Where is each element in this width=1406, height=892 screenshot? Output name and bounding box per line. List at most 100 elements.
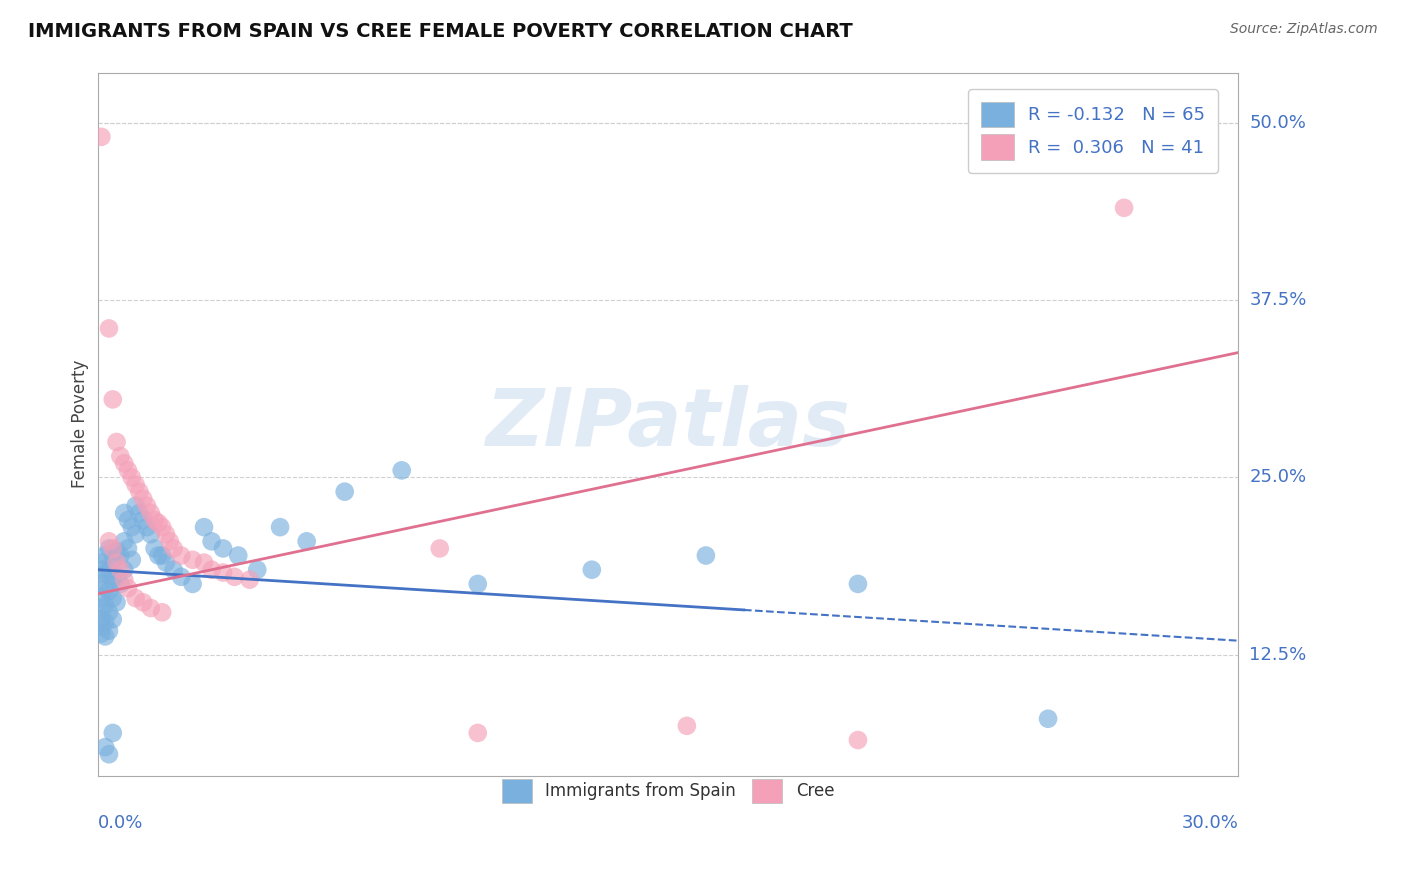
- Point: [150, 549, 173, 563]
- Point: [246, 563, 269, 577]
- Point: [90, 612, 112, 626]
- Point: [98, 541, 121, 556]
- Point: [105, 556, 128, 570]
- Point: [121, 470, 143, 484]
- Point: [212, 566, 235, 580]
- Point: [224, 570, 246, 584]
- Point: [94, 549, 117, 563]
- Point: [94, 598, 117, 612]
- Point: [676, 719, 699, 733]
- Point: [269, 520, 291, 534]
- Point: [150, 605, 173, 619]
- Point: [94, 566, 117, 581]
- Point: [124, 591, 146, 606]
- Point: [90, 129, 112, 144]
- Point: [117, 513, 139, 527]
- Point: [121, 553, 143, 567]
- Point: [139, 506, 162, 520]
- Point: [170, 570, 193, 584]
- Point: [148, 549, 170, 563]
- Point: [112, 456, 135, 470]
- Point: [90, 591, 112, 606]
- Point: [193, 556, 215, 570]
- Point: [94, 740, 117, 755]
- Text: IMMIGRANTS FROM SPAIN VS CREE FEMALE POVERTY CORRELATION CHART: IMMIGRANTS FROM SPAIN VS CREE FEMALE POV…: [28, 22, 853, 41]
- Point: [101, 392, 124, 407]
- Point: [128, 484, 150, 499]
- Text: 12.5%: 12.5%: [1250, 646, 1306, 664]
- Point: [124, 499, 146, 513]
- Text: 30.0%: 30.0%: [1181, 814, 1239, 832]
- Point: [139, 601, 162, 615]
- Point: [98, 605, 121, 619]
- Point: [136, 520, 159, 534]
- Point: [162, 563, 184, 577]
- Text: ZIPatlas: ZIPatlas: [485, 385, 851, 463]
- Point: [90, 619, 112, 633]
- Point: [101, 541, 124, 556]
- Point: [90, 563, 112, 577]
- Legend: Immigrants from Spain, Cree: Immigrants from Spain, Cree: [492, 769, 844, 813]
- Point: [148, 516, 170, 530]
- Point: [132, 595, 155, 609]
- Point: [295, 534, 318, 549]
- Point: [117, 463, 139, 477]
- Point: [181, 553, 204, 567]
- Point: [581, 563, 603, 577]
- Point: [1036, 712, 1059, 726]
- Point: [143, 513, 166, 527]
- Point: [143, 541, 166, 556]
- Point: [155, 527, 177, 541]
- Point: [201, 534, 224, 549]
- Point: [136, 499, 159, 513]
- Point: [101, 612, 124, 626]
- Point: [90, 601, 112, 615]
- Point: [94, 615, 117, 630]
- Point: [121, 520, 143, 534]
- Point: [846, 733, 869, 747]
- Point: [112, 506, 135, 520]
- Point: [429, 541, 451, 556]
- Point: [105, 435, 128, 450]
- Point: [124, 527, 146, 541]
- Point: [333, 484, 356, 499]
- Point: [101, 591, 124, 606]
- Point: [90, 626, 112, 640]
- Point: [181, 577, 204, 591]
- Text: 25.0%: 25.0%: [1250, 468, 1306, 486]
- Point: [117, 541, 139, 556]
- Point: [101, 573, 124, 587]
- Point: [695, 549, 717, 563]
- Point: [212, 541, 235, 556]
- Text: 37.5%: 37.5%: [1250, 291, 1306, 309]
- Point: [101, 726, 124, 740]
- Y-axis label: Female Poverty: Female Poverty: [72, 360, 89, 489]
- Point: [105, 544, 128, 558]
- Point: [112, 563, 135, 577]
- Point: [98, 584, 121, 599]
- Point: [101, 553, 124, 567]
- Point: [94, 629, 117, 643]
- Point: [124, 477, 146, 491]
- Point: [1112, 201, 1135, 215]
- Point: [132, 513, 155, 527]
- Point: [159, 534, 181, 549]
- Point: [139, 527, 162, 541]
- Point: [193, 520, 215, 534]
- Point: [90, 577, 112, 591]
- Point: [98, 534, 121, 549]
- Point: [94, 581, 117, 595]
- Point: [128, 506, 150, 520]
- Point: [467, 726, 489, 740]
- Point: [105, 570, 128, 584]
- Point: [170, 549, 193, 563]
- Point: [467, 577, 489, 591]
- Text: Source: ZipAtlas.com: Source: ZipAtlas.com: [1230, 22, 1378, 37]
- Point: [846, 577, 869, 591]
- Point: [155, 556, 177, 570]
- Point: [201, 563, 224, 577]
- Point: [110, 563, 132, 577]
- Point: [112, 573, 135, 587]
- Point: [226, 549, 249, 563]
- Point: [162, 541, 184, 556]
